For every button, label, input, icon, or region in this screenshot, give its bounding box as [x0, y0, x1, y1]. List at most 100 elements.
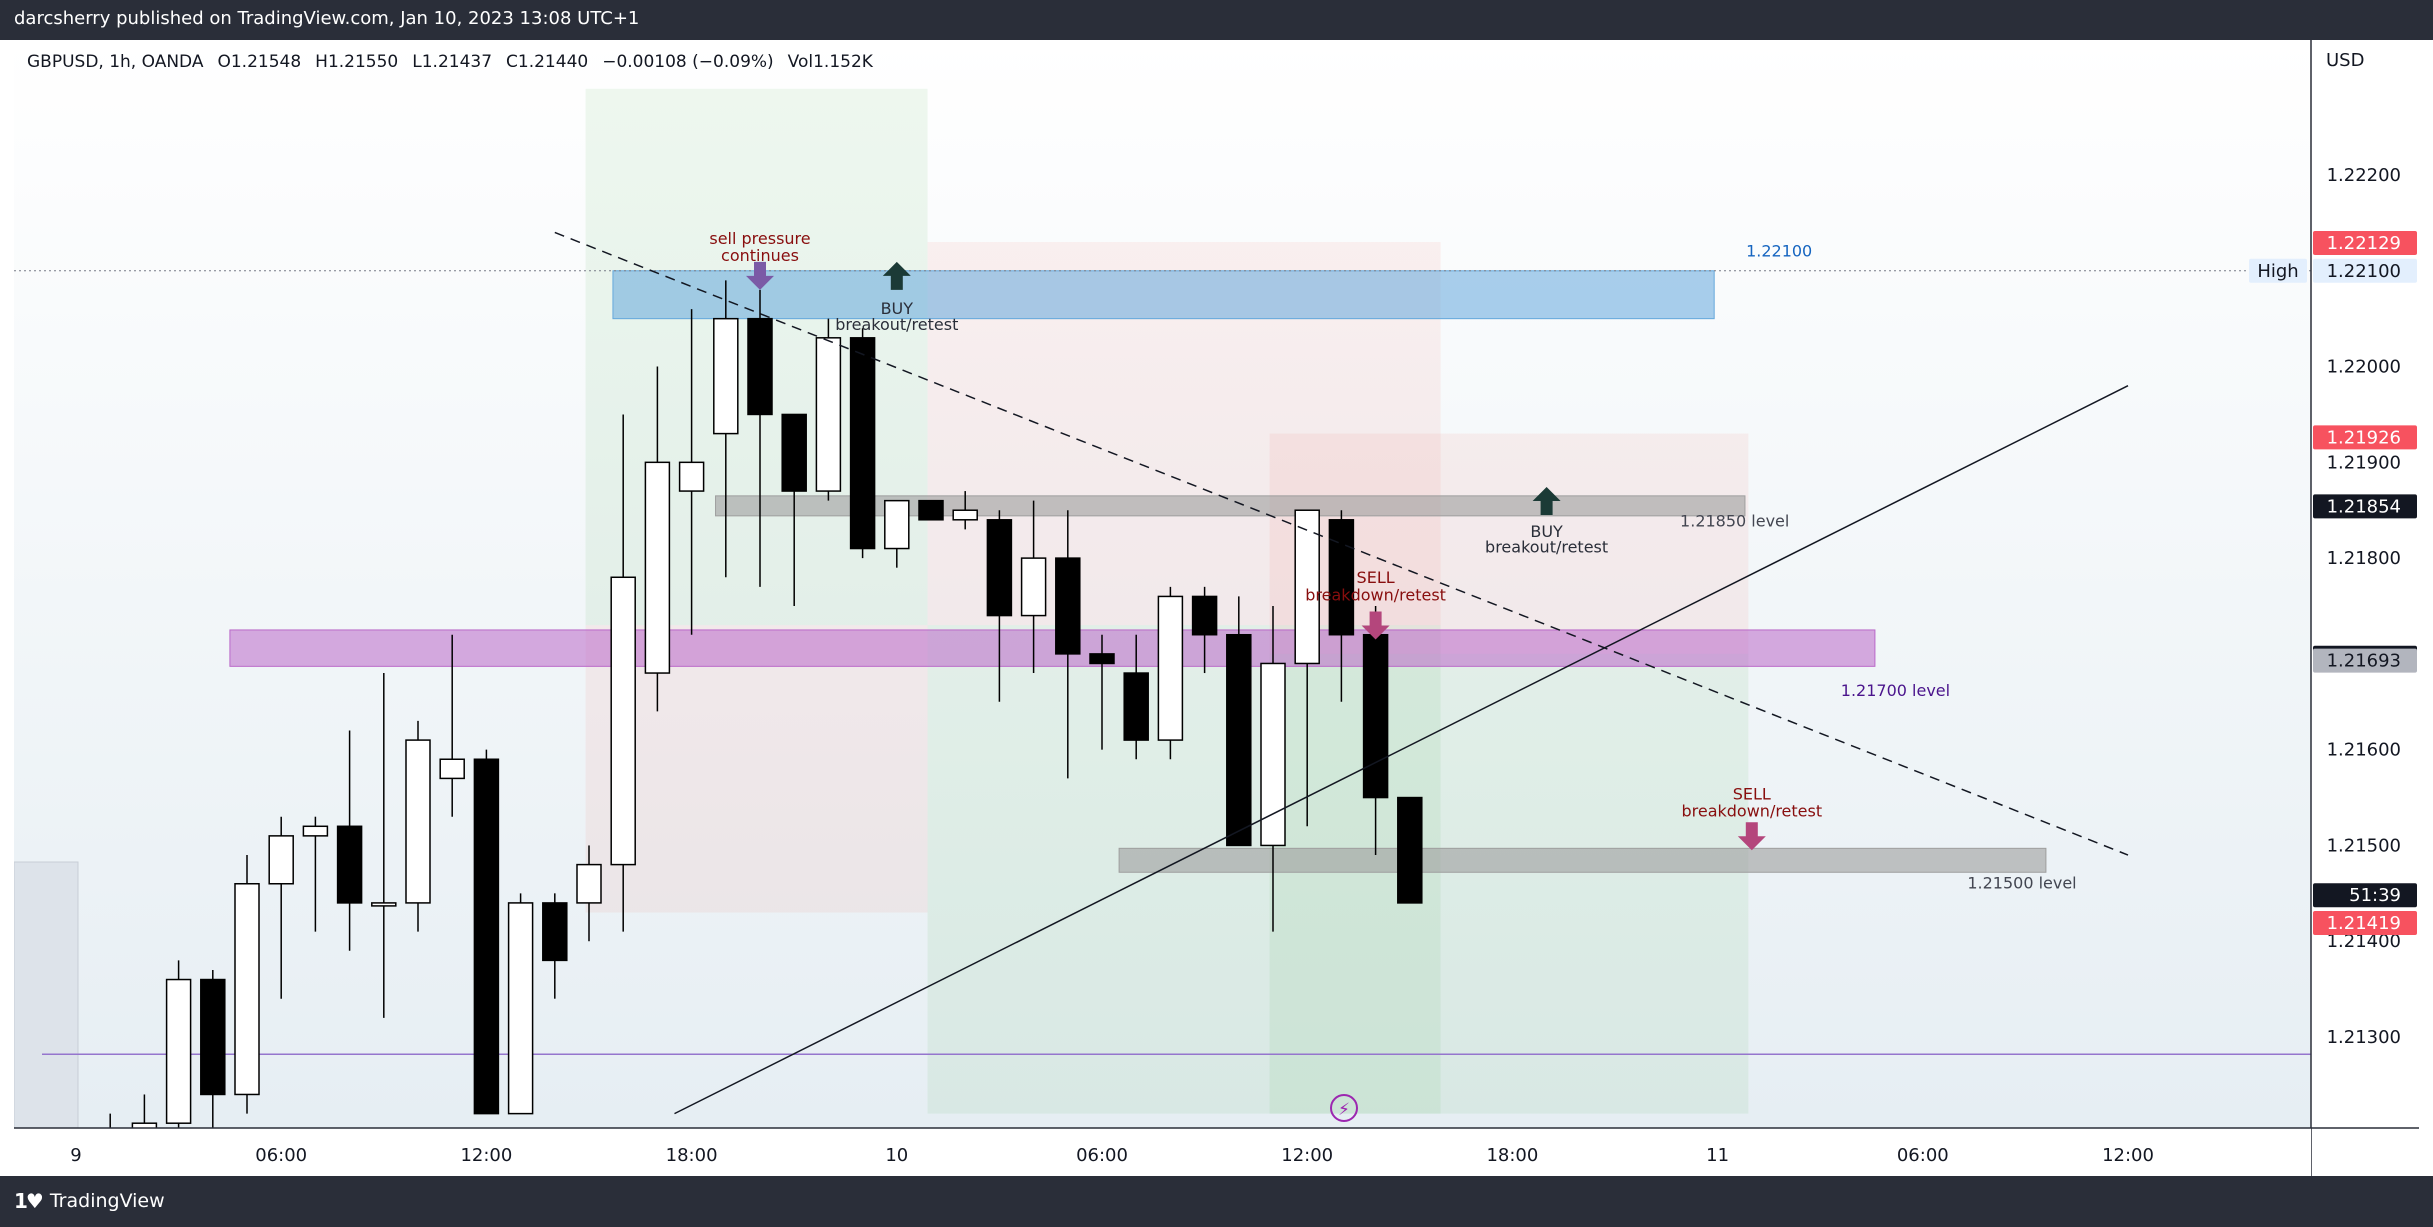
candle-body [713, 317, 739, 435]
candle-body [439, 758, 465, 780]
annotation-label: BUY [1530, 522, 1563, 541]
candle-body [678, 461, 705, 492]
annotation-label: sell pressure [709, 229, 810, 248]
zone-grey-lower [1118, 847, 2047, 873]
candle-body [473, 758, 500, 1115]
candle-body [1089, 653, 1115, 665]
candle-body [234, 883, 260, 1096]
price-tag [2313, 231, 2417, 256]
candle-body [986, 519, 1013, 617]
x-tick-label: 11 [1706, 1145, 1729, 1166]
annotation-label: breakout/retest [1485, 537, 1608, 556]
position-box-short [585, 625, 928, 913]
price-tag [2313, 494, 2417, 519]
candle-body [815, 337, 842, 492]
footer-bar: 1♥ TradingView [0, 1176, 2433, 1227]
candle-body [644, 461, 671, 674]
candle-body [1191, 595, 1218, 636]
high-tag-label: High [2257, 261, 2298, 282]
publisher-bar: darcsherry published on TradingView.com,… [0, 0, 2433, 40]
candle-body [1055, 557, 1081, 655]
x-tick-label: 06:00 [1897, 1145, 1949, 1166]
price-tag-label: 1.21693 [2327, 651, 2401, 672]
annotation-label: breakdown/retest [1305, 585, 1446, 604]
candle-body [1020, 557, 1047, 617]
trendline-dashed [554, 231, 2129, 856]
price-tag [2313, 883, 2417, 908]
high-tag [2249, 258, 2307, 283]
price-tag [2313, 648, 2417, 673]
y-tick-label: 1.21500 [2327, 835, 2401, 856]
volume-panel-stub [14, 861, 79, 1129]
candle-body [1123, 672, 1149, 741]
price-tag [2313, 911, 2417, 936]
candle-body [1397, 796, 1423, 904]
time-axis-background [14, 1128, 2311, 1176]
arrow-up-icon [1532, 487, 1561, 516]
arrow-up-icon [882, 261, 911, 290]
annotation-label: breakout/retest [835, 315, 958, 334]
candle-body [165, 978, 192, 1124]
candle-body [849, 337, 876, 550]
lightning-icon[interactable]: ⚡ [1330, 1094, 1358, 1122]
symbol-legend: GBPUSD, 1h, OANDA O1.21548 H1.21550 L1.2… [27, 52, 873, 72]
price-tag-label: 1.21419 [2327, 913, 2401, 934]
annotation-label: 1.22100 [1746, 241, 1812, 260]
candle-body [1328, 519, 1355, 636]
annotation-label: breakdown/retest [1681, 802, 1822, 821]
arrow-down-icon [1361, 611, 1390, 640]
y-tick-label: 1.21300 [2327, 1027, 2401, 1048]
ohlc-close: C1.21440 [506, 52, 589, 72]
candle-body [918, 499, 944, 521]
volume-value: Vol1.152K [787, 52, 873, 72]
candle-body [952, 509, 978, 521]
chart-frame[interactable]: sell pressure continues BUY breakout/retest… [14, 40, 2419, 1176]
candle-body [1294, 509, 1320, 665]
candle-body [1260, 662, 1286, 847]
tradingview-logo-icon: 1♥ [14, 1189, 44, 1213]
price-tag-label: 1.21926 [2327, 427, 2401, 448]
price-tag-label: 1.22129 [2327, 233, 2401, 254]
x-tick-label: 9 [70, 1145, 81, 1166]
position-box-long [1269, 653, 1749, 1114]
candle-body [1362, 633, 1389, 799]
symbol-name[interactable]: GBPUSD, 1h, OANDA [27, 52, 204, 72]
price-tag-label: 1.21854 [2327, 496, 2401, 517]
x-tick-label: 12:00 [1281, 1145, 1333, 1166]
y-tick-label: 1.21900 [2327, 452, 2401, 473]
brand[interactable]: 1♥ TradingView [14, 1189, 165, 1213]
annotation-label: SELL [1357, 568, 1395, 587]
trendline-solid [674, 385, 2129, 1115]
ohlc-open: O1.21548 [217, 52, 302, 72]
y-tick-label: 1.21600 [2327, 740, 2401, 761]
x-tick-label: 10 [885, 1145, 908, 1166]
price-chart[interactable]: sell pressurecontinuesBUYbreakout/retest… [14, 40, 2419, 1176]
arrow-down-icon [1737, 822, 1766, 851]
publisher-line: darcsherry published on TradingView.com,… [14, 8, 640, 29]
ohlc-high: H1.21550 [315, 52, 399, 72]
x-tick-label: 18:00 [1486, 1145, 1538, 1166]
y-tick-label: 1.22000 [2327, 357, 2401, 378]
price-axis-background [2311, 40, 2419, 1176]
candle-body [268, 835, 294, 885]
x-tick-label: 06:00 [1076, 1145, 1128, 1166]
x-tick-label: 12:00 [460, 1145, 512, 1166]
zone-blue [612, 270, 1715, 320]
candle-body [781, 413, 807, 492]
y-tick-label: 1.21800 [2327, 548, 2401, 569]
annotation-label: continues [721, 246, 799, 265]
candle-body [371, 902, 397, 907]
annotation-label: 1.21700 level [1841, 681, 1950, 700]
candle-body [507, 902, 534, 1115]
y-tick-label: 1.21400 [2327, 931, 2401, 952]
candle-body [336, 825, 363, 904]
candle-body [1226, 633, 1252, 847]
price-tag [2313, 425, 2417, 450]
price-tag-label: 51:39 [2349, 885, 2401, 906]
candle-body [405, 739, 431, 904]
x-tick-label: 06:00 [255, 1145, 307, 1166]
candle-body [747, 317, 773, 416]
candle-body [542, 902, 568, 962]
candle-body [302, 825, 329, 837]
brand-name: TradingView [49, 1190, 165, 1212]
